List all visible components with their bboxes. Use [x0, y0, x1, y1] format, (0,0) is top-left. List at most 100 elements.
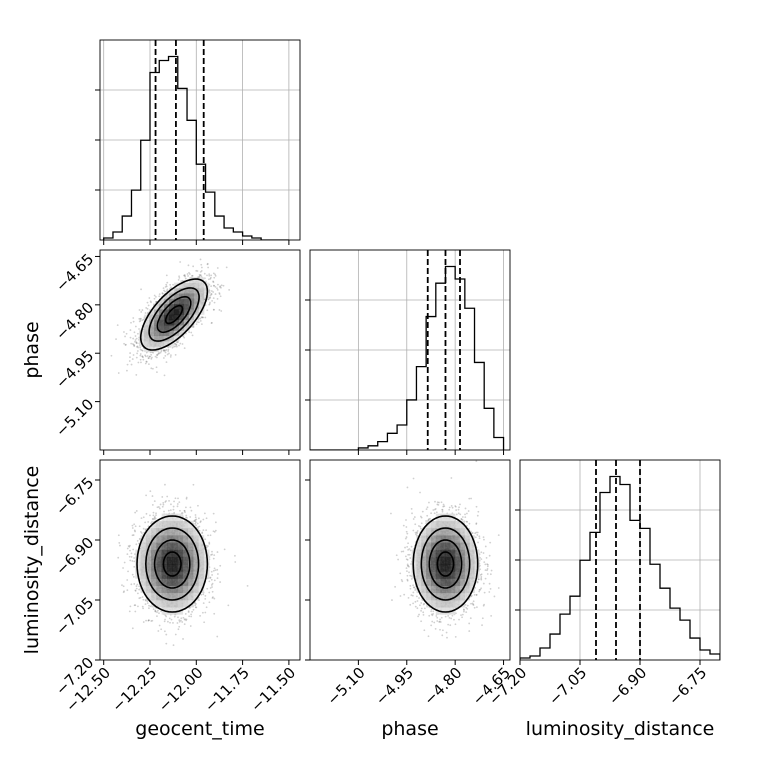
sample-point [216, 635, 219, 638]
density-cell [149, 330, 155, 337]
sample-point [169, 509, 172, 512]
sample-point [131, 534, 134, 537]
sample-point [184, 613, 187, 615]
sample-point [188, 331, 191, 333]
sample-point [133, 331, 136, 334]
sample-point [132, 337, 135, 340]
sample-point [134, 335, 137, 337]
sample-point [117, 372, 120, 374]
sample-point [159, 351, 162, 354]
sample-point [191, 274, 194, 277]
sample-point [168, 499, 170, 502]
density-cell [179, 319, 185, 326]
sample-point [118, 542, 121, 544]
sample-point [127, 545, 130, 547]
sample-point [210, 322, 213, 325]
sample-point [142, 516, 145, 519]
sample-point [121, 584, 123, 587]
sample-point [209, 294, 212, 297]
density-cell [159, 330, 165, 337]
sample-point [209, 301, 211, 304]
sample-point [122, 585, 125, 588]
sample-point [154, 355, 157, 358]
sample-point [172, 508, 175, 511]
sample-point [133, 583, 136, 585]
sample-point [194, 519, 197, 521]
sample-point [153, 518, 156, 521]
sample-point [136, 345, 139, 348]
sample-point [140, 288, 142, 291]
sample-point [198, 529, 201, 532]
sample-point [212, 512, 215, 515]
sample-point [204, 595, 207, 597]
density-cell [169, 314, 175, 321]
sample-point [165, 642, 168, 645]
sample-point [234, 554, 236, 557]
sample-point [166, 495, 169, 498]
sample-point [138, 585, 141, 588]
sample-point [147, 525, 150, 528]
sample-point [181, 279, 184, 282]
sample-point [156, 609, 159, 612]
sample-point [186, 516, 188, 519]
sample-point [180, 617, 183, 620]
sample-point [172, 644, 175, 647]
sample-point [157, 353, 159, 355]
density-cell [154, 314, 160, 321]
sample-point [145, 512, 148, 515]
sample-point [182, 638, 184, 640]
sample-point [140, 532, 143, 534]
sample-point [128, 555, 131, 558]
density-cell [184, 325, 190, 331]
sample-point [126, 589, 129, 592]
sample-point [161, 505, 164, 508]
density-cell [144, 319, 150, 326]
sample-point [205, 517, 208, 520]
sample-point [209, 277, 212, 280]
sample-point [178, 344, 180, 347]
sample-point [193, 520, 196, 523]
sample-point [163, 630, 166, 633]
sample-point [181, 512, 184, 514]
sample-point [155, 356, 158, 359]
sample-point [131, 573, 134, 576]
panel-frame [99, 249, 301, 451]
sample-point [170, 503, 172, 506]
sample-point [148, 363, 150, 366]
sample-point [199, 520, 202, 523]
sample-point [190, 509, 193, 512]
sample-point [150, 353, 153, 356]
density-cell [169, 325, 175, 331]
sample-point [145, 360, 148, 363]
sample-point [145, 494, 148, 497]
sample-point [126, 369, 128, 372]
sample-point [132, 320, 135, 323]
sample-point [179, 342, 182, 345]
panel-phase-vs-geocent_time [95, 249, 301, 455]
sample-point [220, 310, 223, 312]
sample-point [153, 515, 156, 518]
sample-point [202, 518, 205, 521]
sample-point [200, 263, 203, 266]
density-cell [184, 303, 190, 310]
sample-point [137, 361, 140, 364]
sample-point [175, 345, 178, 348]
sample-point [165, 348, 168, 351]
sample-point [178, 275, 180, 278]
density-cell [184, 314, 190, 321]
sample-point [212, 308, 215, 311]
sample-point [192, 483, 195, 486]
density-cell [149, 341, 155, 347]
sample-point [194, 514, 197, 516]
sample-point [190, 613, 193, 616]
sample-point [153, 294, 156, 297]
sample-point [205, 546, 208, 549]
sample-point [162, 357, 165, 359]
density-cell [159, 335, 165, 342]
density-cell [179, 298, 185, 305]
sample-point [220, 284, 223, 287]
sample-point [135, 543, 138, 546]
sample-point [196, 270, 199, 272]
sample-point [144, 603, 147, 606]
density-cell [154, 330, 160, 337]
